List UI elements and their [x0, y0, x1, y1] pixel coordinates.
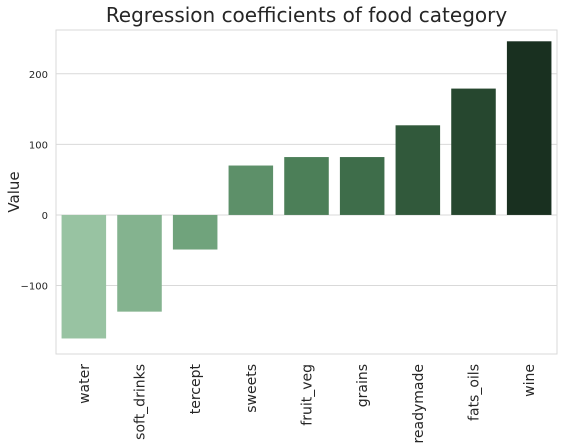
bar-fruit_veg: [284, 157, 329, 215]
bar-tercept: [172, 214, 218, 250]
x-tick-label: water: [77, 364, 93, 404]
chart-title: Regression coefficients of food category: [105, 3, 508, 27]
bar-grains: [339, 157, 385, 215]
bar-soft_drinks: [117, 214, 162, 312]
bars: [61, 41, 552, 339]
y-tick-label: 100: [29, 140, 48, 151]
x-tick-label: grains: [355, 364, 371, 407]
bar-fats_oils: [451, 88, 496, 215]
plot-frame: [55, 29, 558, 355]
y-tick-labels: −100 0 100 200: [21, 70, 48, 293]
x-tick-label: sweets: [244, 364, 260, 413]
bar-wine: [506, 41, 552, 215]
bar-sweets: [228, 165, 274, 215]
bar-water: [61, 214, 107, 339]
x-tick-label: soft_drinks: [133, 364, 149, 440]
x-tick-label: fats_oils: [467, 364, 483, 421]
x-tick-label: readymade: [411, 364, 427, 443]
x-tick-labels: water soft_drinks tercept sweets fruit_veg gr…: [77, 364, 538, 443]
y-tick-label: 200: [29, 70, 48, 81]
y-axis-label: Value: [5, 171, 23, 212]
y-tick-label: −100: [21, 282, 48, 293]
x-tick-label: wine: [522, 364, 538, 397]
x-tick-label: tercept: [188, 364, 204, 415]
x-tick-label: fruit_veg: [300, 364, 316, 426]
bar-readymade: [395, 125, 441, 215]
y-tick-label: 0: [42, 211, 48, 222]
